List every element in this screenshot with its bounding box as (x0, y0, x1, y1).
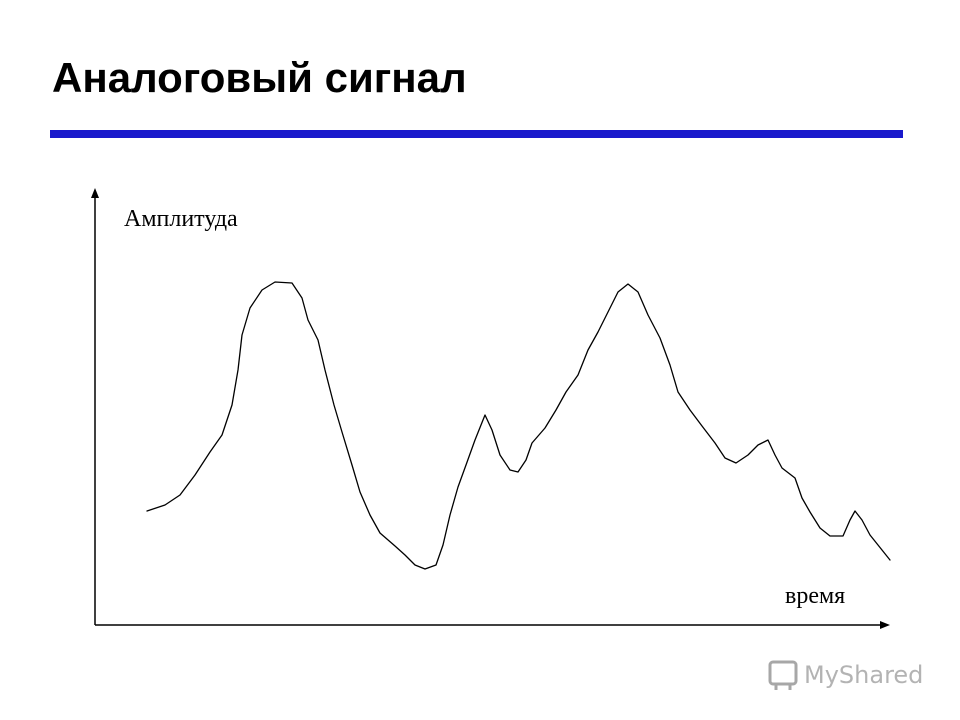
y-axis-arrow (91, 188, 99, 198)
y-axis-label: Амплитуда (124, 206, 238, 232)
slide-title: Аналоговый сигнал (52, 54, 467, 101)
watermark-text: MyShared (804, 661, 923, 689)
signal-curve (146, 281, 891, 570)
x-axis-arrow (880, 621, 890, 629)
watermark: MyShared (768, 660, 923, 690)
title-underline (50, 130, 903, 138)
x-axis-label: время (785, 583, 845, 609)
watermark-icon (768, 660, 798, 686)
